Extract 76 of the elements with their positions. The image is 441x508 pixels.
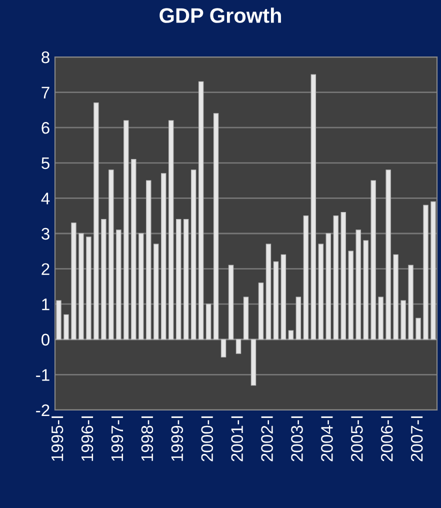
bar [280,254,286,340]
bar [198,81,204,340]
bar [243,296,249,340]
y-tick-label: 4 [41,192,50,204]
bar [266,244,272,340]
x-tick-label: 2006-I [380,416,393,462]
x-tick-label: 2007-I [410,416,423,462]
bar [101,219,106,340]
x-tick-label: 2001-I [231,416,243,462]
bar [206,304,212,340]
bar [236,339,242,354]
x-tick-label: 1995-I [51,416,64,461]
bar [416,318,421,340]
bar [64,314,69,340]
bar [71,222,76,340]
x-tick-label: 2005-I [351,416,363,462]
y-tick-label: 5 [42,157,50,170]
y-tick-label: 2 [42,263,50,275]
y-tick-label: 1 [42,298,50,310]
bar [296,296,302,340]
bar [250,339,256,386]
bar [386,170,391,340]
x-tick-label: 2004-I [321,416,333,462]
x-tick-label: 1998-I [141,416,154,461]
bar [116,230,122,340]
x-tick-label: 2000-I [201,416,214,462]
bar [310,74,316,340]
bar [370,180,376,340]
bar [273,261,279,340]
bar [168,120,174,340]
y-tick-label: 6 [42,122,50,134]
bar [154,244,159,340]
bar [138,233,144,340]
bar [348,250,354,340]
x-tick-label: 1999-I [171,416,184,461]
y-tick-label: -1 [36,369,50,381]
x-tick-label: 1996-I [81,416,94,461]
bar [288,330,294,340]
bar [124,120,129,340]
bar [393,254,398,340]
y-tick-label: 0 [42,334,50,346]
bar [78,233,84,340]
bar [86,236,92,340]
bar [190,170,196,340]
bar [423,204,428,340]
bar [378,296,384,340]
bar [408,264,414,340]
y-tick-label: -2 [36,404,50,416]
bar [220,339,226,358]
y-tick-label: 3 [42,228,50,240]
chart-title: GDP Growth [160,8,281,23]
y-tick-label: 8 [42,51,50,64]
bar [303,216,309,340]
x-tick-label: 2002-I [261,416,273,462]
bar [356,230,361,340]
bar [228,264,234,340]
x-tick-label: 1997-I [111,416,124,461]
bar [213,113,219,340]
y-tick-label: 7 [42,86,50,98]
bar [131,159,136,340]
bar [326,233,331,340]
bar [400,300,406,340]
bar [161,173,166,340]
x-tick-label: 2003-I [291,416,303,462]
bar [94,102,99,340]
bar [108,170,114,340]
bar [146,180,152,340]
bar [430,201,436,340]
bar [258,282,264,340]
bar [183,219,189,340]
bar [363,240,368,340]
bar [318,244,324,340]
bar [340,212,346,340]
bar [56,300,62,340]
bar [176,219,182,340]
bar [333,216,338,340]
